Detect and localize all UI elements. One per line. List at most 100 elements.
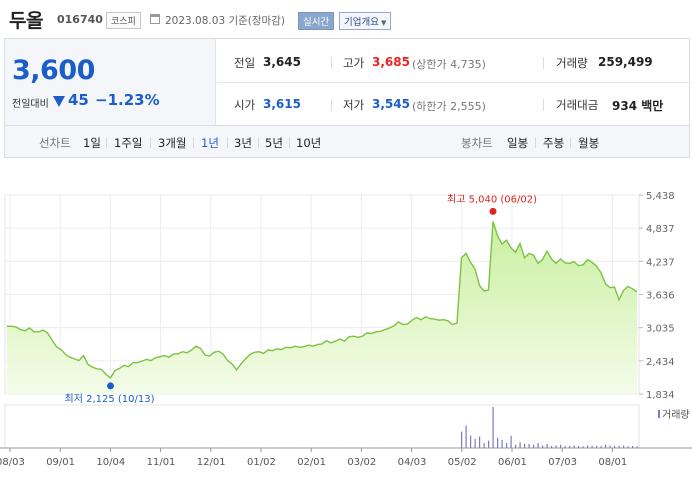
y-tick-label: 1,834 xyxy=(646,390,675,401)
high-label: 최고 5,040 (06/02) xyxy=(447,193,537,205)
volume-bar xyxy=(488,440,490,448)
volume-bar xyxy=(551,445,553,448)
price-change: 45 xyxy=(68,91,89,109)
realtime-button[interactable]: 실시간 xyxy=(298,12,335,30)
high-value: 3,685 xyxy=(372,55,410,69)
x-tick-label: 04/03 xyxy=(398,457,427,468)
volume-bar xyxy=(474,438,476,448)
market-badge: 코스피 xyxy=(106,12,141,29)
price-line xyxy=(7,221,638,379)
volume-bar xyxy=(627,446,629,448)
stock-header: 두올 016740 코스피 2023.08.03 기준(장마감) 실시간 기업개… xyxy=(0,0,692,38)
volume-bar xyxy=(555,445,557,448)
divider xyxy=(106,137,107,148)
volume-bar xyxy=(578,445,580,448)
volume-bar xyxy=(461,431,463,448)
x-tick-label: 11/01 xyxy=(147,457,176,468)
x-tick-label: 02/01 xyxy=(297,457,326,468)
volume-bar xyxy=(506,443,508,448)
line-chart-label: 선차트 xyxy=(39,136,71,150)
divider xyxy=(570,137,571,148)
period-10y[interactable]: 10년 xyxy=(296,136,322,150)
volume-bar xyxy=(596,445,598,448)
x-tick-label: 08/03 xyxy=(0,457,25,468)
volume-bar xyxy=(515,444,517,448)
period-1w[interactable]: 1주일 xyxy=(114,136,143,150)
y-tick-label: 3,035 xyxy=(646,324,675,335)
period-1d[interactable]: 1일 xyxy=(83,136,101,150)
trade-value-label: 거래대금 xyxy=(556,98,599,112)
volume-bar xyxy=(546,443,548,448)
volume-bar xyxy=(465,425,467,448)
x-tick-label: 03/02 xyxy=(347,457,376,468)
divider xyxy=(331,99,332,111)
lower-limit: (하한가 2,555) xyxy=(412,100,486,113)
candle-chart-label: 봉차트 xyxy=(461,136,493,150)
y-tick-label: 4,837 xyxy=(646,224,675,235)
volume-bar xyxy=(519,442,521,448)
candle-monthly[interactable]: 월봉 xyxy=(578,136,600,150)
y-tick-label: 4,237 xyxy=(646,257,675,268)
volume-bar xyxy=(587,445,589,448)
divider xyxy=(543,99,544,111)
chevron-down-icon: ▼ xyxy=(380,19,387,27)
volume-bar xyxy=(533,444,535,448)
high-label: 고가 xyxy=(343,56,365,70)
period-5y[interactable]: 5년 xyxy=(265,136,283,150)
period-3m[interactable]: 3개월 xyxy=(158,136,187,150)
down-arrow-icon xyxy=(53,96,65,107)
volume-bar xyxy=(609,445,611,448)
date-text: 2023.08.03 기준(장마감) xyxy=(165,15,285,27)
company-overview-button[interactable]: 기업개요 ▼ xyxy=(339,12,392,30)
prev-day-label: 전일대비 xyxy=(12,99,49,110)
price-summary: 3,600 전일대비 45 −1.23% 전일 3,645 고가 3,685 (… xyxy=(4,38,690,126)
volume-bar xyxy=(632,445,634,448)
stock-code: 016740 xyxy=(57,13,103,26)
x-tick-label: 09/01 xyxy=(46,457,75,468)
period-3y[interactable]: 3년 xyxy=(234,136,252,150)
y-tick-label: 2,434 xyxy=(646,357,675,368)
period-bar: 선차트 1일 1주일 3개월 1년 3년 5년 10년 봉차트 일봉 주봉 월봉 xyxy=(4,126,690,158)
volume-bar xyxy=(573,445,575,448)
prev-close-value: 3,645 xyxy=(263,55,301,69)
candle-daily[interactable]: 일봉 xyxy=(507,136,529,150)
volume-bar xyxy=(569,445,571,448)
volume-bar xyxy=(600,445,602,448)
period-1y[interactable]: 1년 xyxy=(201,136,219,150)
divider xyxy=(331,57,332,69)
volume-bar xyxy=(492,407,494,448)
low-label: 저가 xyxy=(343,98,365,112)
prev-close-label: 전일 xyxy=(234,56,256,70)
x-tick-label: 07/03 xyxy=(548,457,577,468)
volume-legend-swatch xyxy=(658,410,660,418)
x-tick-label: 10/04 xyxy=(96,457,125,468)
low-label: 최저 2,125 (10/13) xyxy=(65,393,155,405)
volume-bar xyxy=(623,445,625,448)
high-marker xyxy=(489,207,497,215)
volume-bar xyxy=(542,445,544,448)
y-tick-label: 5,438 xyxy=(646,191,675,202)
divider xyxy=(289,137,290,148)
price-area xyxy=(7,221,637,394)
x-tick-label: 01/02 xyxy=(247,457,276,468)
volume-legend-label: 거래량 xyxy=(662,409,690,421)
company-overview-label: 기업개요 xyxy=(344,17,379,28)
volume-bar xyxy=(470,435,472,448)
row-divider xyxy=(217,82,689,83)
volume-bar xyxy=(479,436,481,448)
volume-bar xyxy=(582,446,584,448)
divider xyxy=(150,137,151,148)
volume-bar xyxy=(483,443,485,448)
volume-bar xyxy=(537,443,539,448)
candle-weekly[interactable]: 주봉 xyxy=(543,136,565,150)
divider xyxy=(258,137,259,148)
upper-limit: (상한가 4,735) xyxy=(412,58,486,71)
volume-label: 거래량 xyxy=(556,56,588,70)
current-price-panel: 3,600 전일대비 45 −1.23% xyxy=(5,39,216,125)
x-tick-label: 12/01 xyxy=(197,457,226,468)
volume-value: 259,499 xyxy=(598,55,653,69)
volume-bar xyxy=(510,435,512,448)
open-label: 시가 xyxy=(234,98,256,112)
divider xyxy=(193,137,194,148)
price-chart[interactable]: 5,438 4,837 4,237 3,636 3,035 2,434 1,834 08/03… xyxy=(0,180,692,480)
